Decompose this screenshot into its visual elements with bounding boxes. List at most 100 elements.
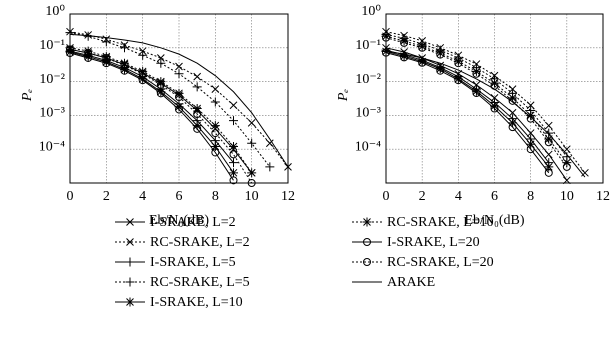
series-line xyxy=(69,33,289,168)
marker xyxy=(382,33,390,42)
marker xyxy=(417,57,427,67)
marker xyxy=(544,121,553,130)
x-tick-label: 0 xyxy=(67,189,74,204)
y-tick-label: 10⁰ xyxy=(45,4,65,19)
y-tick-label: 10⁻¹ xyxy=(355,38,381,53)
marker xyxy=(399,51,409,61)
marker xyxy=(265,139,274,148)
marker xyxy=(454,59,463,68)
marker xyxy=(138,76,147,85)
series-line xyxy=(69,52,234,181)
x-tick-label: 10 xyxy=(560,189,574,204)
x-axis-label: Eb/N₀(dB) xyxy=(149,213,209,228)
marker xyxy=(508,108,517,117)
series-line xyxy=(69,51,234,174)
marker xyxy=(363,238,371,246)
marker xyxy=(138,74,148,84)
x-tick-label: 0 xyxy=(383,189,390,204)
x-tick-label: 8 xyxy=(527,189,534,204)
series-line xyxy=(385,31,586,174)
marker xyxy=(156,87,166,97)
y-tick-label: 10⁻¹ xyxy=(39,38,65,53)
marker xyxy=(508,96,517,105)
x-tick-label: 6 xyxy=(176,189,183,204)
marker xyxy=(400,38,409,47)
marker xyxy=(508,123,517,132)
series-line xyxy=(385,50,550,168)
legend-label: RC-SRAKE, L=10 xyxy=(387,215,494,230)
series-line xyxy=(385,49,550,163)
marker xyxy=(101,57,111,67)
marker xyxy=(156,89,165,98)
marker xyxy=(211,148,220,157)
marker xyxy=(490,101,499,111)
marker xyxy=(454,76,463,85)
marker xyxy=(453,56,463,66)
marker xyxy=(399,36,409,46)
marker xyxy=(490,104,499,113)
marker xyxy=(193,110,202,119)
marker xyxy=(247,168,257,178)
y-tick-label: 10⁻² xyxy=(355,72,381,87)
marker xyxy=(156,58,166,68)
marker xyxy=(101,37,111,47)
marker xyxy=(211,129,220,138)
y-tick-label: 10⁻² xyxy=(39,72,65,87)
x-tick-label: 8 xyxy=(212,189,219,204)
series-line xyxy=(69,48,253,184)
marker xyxy=(562,158,572,168)
marker xyxy=(435,64,445,74)
marker xyxy=(471,66,481,76)
marker xyxy=(102,53,111,62)
marker xyxy=(526,101,535,110)
legend-label: I-SRAKE, L=5 xyxy=(150,255,236,270)
marker xyxy=(229,176,238,185)
marker xyxy=(138,66,148,76)
marker xyxy=(472,69,481,78)
x-tick-label: 6 xyxy=(491,189,498,204)
marker xyxy=(65,28,75,38)
marker xyxy=(120,43,129,53)
series-line xyxy=(385,50,586,178)
marker xyxy=(247,119,256,127)
marker xyxy=(490,78,499,88)
x-tick-label: 2 xyxy=(103,189,110,204)
legend-label: I-SRAKE, L=10 xyxy=(150,295,243,310)
y-tick-label: 10⁻³ xyxy=(355,106,381,121)
marker xyxy=(192,82,202,92)
marker xyxy=(363,258,371,266)
x-tick-label: 4 xyxy=(455,189,462,204)
marker xyxy=(435,48,445,58)
marker xyxy=(174,102,184,112)
marker xyxy=(193,124,202,133)
marker xyxy=(192,104,202,114)
marker xyxy=(156,54,165,62)
marker xyxy=(526,139,536,149)
y-tick-label: 10⁻³ xyxy=(39,106,65,121)
marker xyxy=(83,46,93,56)
marker xyxy=(472,88,481,97)
marker xyxy=(84,53,93,62)
marker xyxy=(66,45,74,54)
marker xyxy=(126,218,134,226)
x-tick-label: 12 xyxy=(596,189,610,204)
marker xyxy=(210,97,220,107)
y-tick-label: 10⁰ xyxy=(361,4,381,19)
marker xyxy=(125,277,135,287)
marker xyxy=(175,105,183,114)
legend-label: RC-SRAKE, L=5 xyxy=(150,275,250,290)
marker xyxy=(562,162,571,171)
marker xyxy=(382,48,390,57)
marker xyxy=(120,61,129,70)
marker xyxy=(138,69,147,78)
marker xyxy=(210,142,220,152)
marker xyxy=(175,62,183,71)
y-tick-label: 10⁻⁴ xyxy=(39,139,65,154)
marker xyxy=(156,80,165,89)
marker xyxy=(229,158,238,168)
marker xyxy=(526,114,535,123)
marker xyxy=(544,138,553,147)
marker xyxy=(526,129,535,137)
y-axis-label: Pₑ xyxy=(20,89,35,103)
legend-label: ARAKE xyxy=(387,275,435,290)
